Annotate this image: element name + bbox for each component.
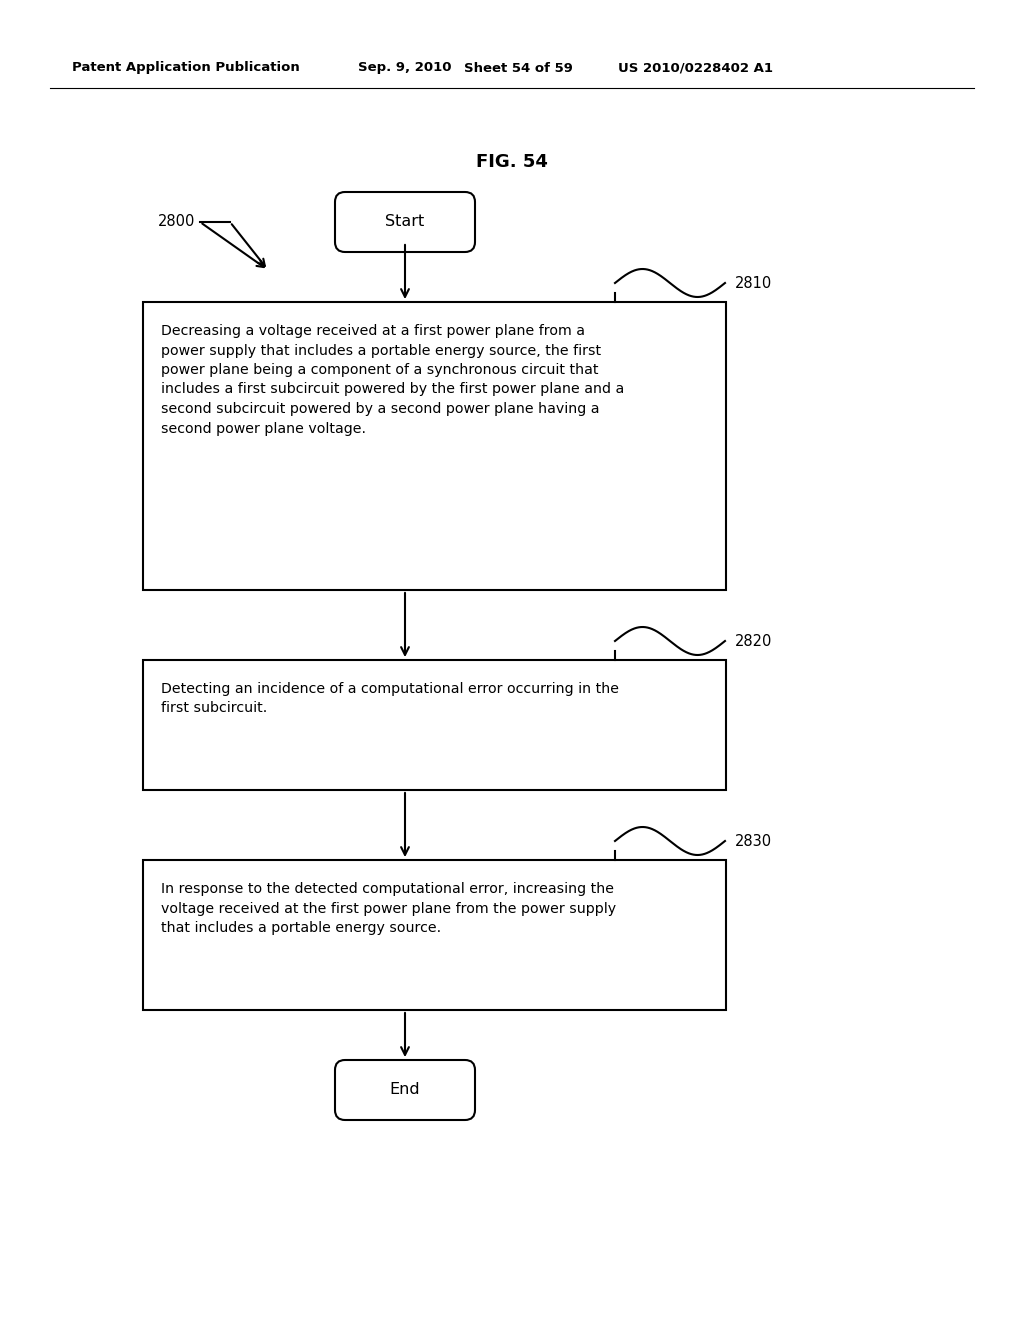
Text: Sheet 54 of 59: Sheet 54 of 59 bbox=[464, 62, 572, 74]
Text: Sep. 9, 2010: Sep. 9, 2010 bbox=[358, 62, 452, 74]
Text: 2830: 2830 bbox=[735, 833, 772, 849]
Text: Detecting an incidence of a computational error occurring in the
first subcircui: Detecting an incidence of a computationa… bbox=[161, 682, 618, 715]
Text: Patent Application Publication: Patent Application Publication bbox=[72, 62, 300, 74]
Text: 2810: 2810 bbox=[735, 276, 772, 290]
Text: FIG. 54: FIG. 54 bbox=[476, 153, 548, 172]
FancyBboxPatch shape bbox=[143, 861, 726, 1010]
Text: Decreasing a voltage received at a first power plane from a
power supply that in: Decreasing a voltage received at a first… bbox=[161, 323, 625, 436]
FancyBboxPatch shape bbox=[335, 1060, 475, 1119]
Text: 2820: 2820 bbox=[735, 634, 772, 648]
Text: In response to the detected computational error, increasing the
voltage received: In response to the detected computationa… bbox=[161, 882, 616, 935]
Text: Start: Start bbox=[385, 214, 425, 230]
Text: End: End bbox=[390, 1082, 420, 1097]
FancyBboxPatch shape bbox=[335, 191, 475, 252]
Text: 2800: 2800 bbox=[158, 214, 196, 230]
FancyBboxPatch shape bbox=[143, 660, 726, 789]
Text: US 2010/0228402 A1: US 2010/0228402 A1 bbox=[618, 62, 773, 74]
FancyBboxPatch shape bbox=[143, 302, 726, 590]
